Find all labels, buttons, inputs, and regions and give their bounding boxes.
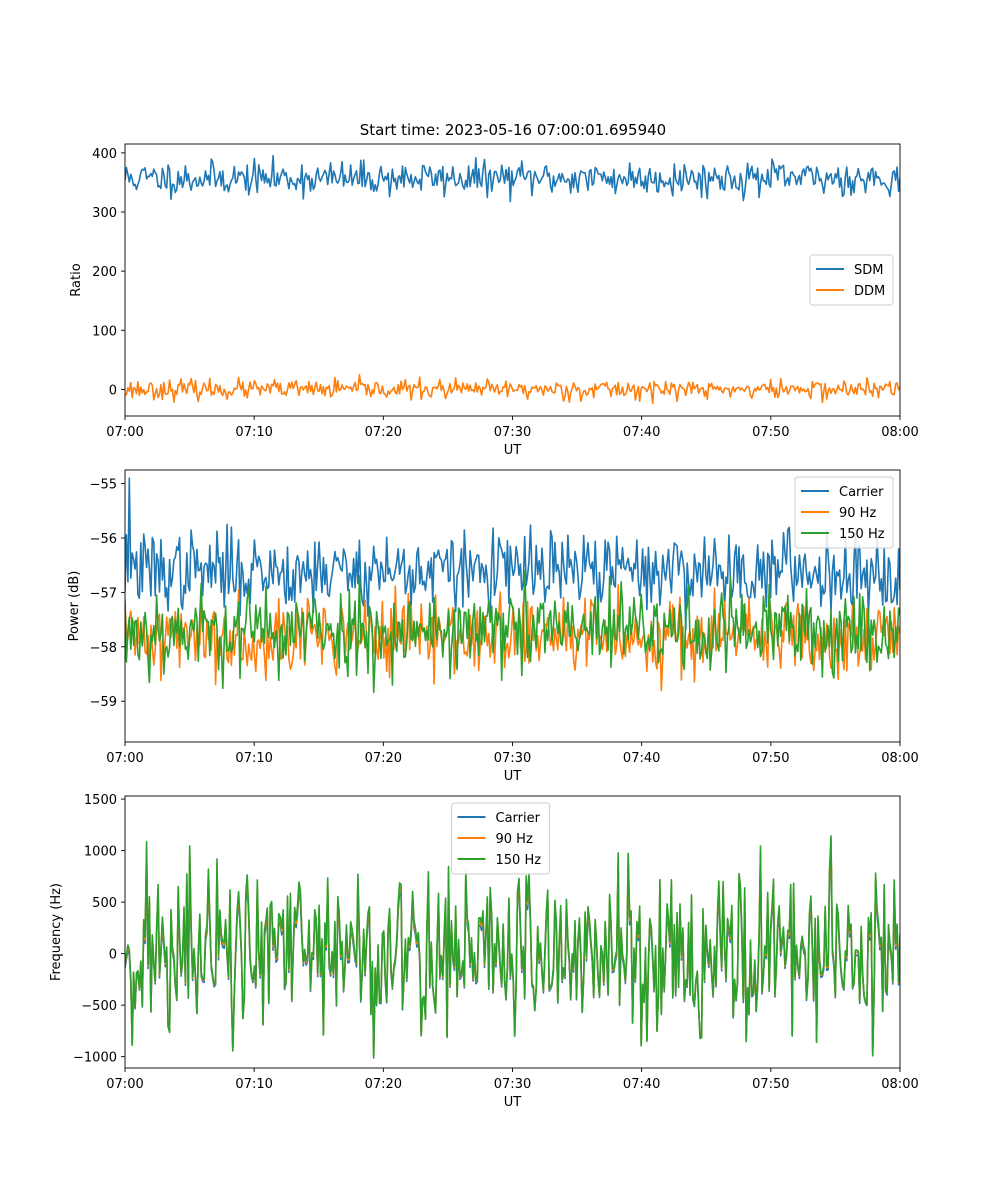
x-tick-label: 07:40 — [623, 1077, 660, 1092]
legend-box — [794, 476, 894, 549]
x-tick-label: 07:20 — [365, 425, 402, 440]
x-tick-label: 07:30 — [494, 425, 531, 440]
panel-1: 07:00 07:10 07:20 07:30 07:40 07:50 08:00 0 100 2… — [69, 143, 919, 458]
legend-entry: DDM — [854, 284, 885, 299]
y-tick-label: −57 — [90, 586, 117, 601]
y-tick-label: −55 — [90, 478, 117, 493]
x-tick-label: 07:50 — [752, 751, 789, 766]
x-tick-label: 07:10 — [235, 425, 272, 440]
series-line-150-hz — [125, 570, 900, 694]
x-tick-label: 07:30 — [494, 751, 531, 766]
panel-2: 07:00 07:10 07:20 07:30 07:40 07:50 08:00 −59 −5… — [67, 469, 919, 784]
y-tick-label: 200 — [92, 265, 117, 280]
y-tick-label: −500 — [81, 999, 117, 1014]
x-tick-label: 07:40 — [623, 425, 660, 440]
panel-3: 07:00 07:10 07:20 07:30 07:40 07:50 08:00 −1000… — [49, 793, 919, 1110]
series-group — [125, 154, 900, 405]
y-tick-label: −56 — [90, 532, 117, 547]
y-tick-label: 300 — [92, 206, 117, 221]
x-tick-label: 07:00 — [106, 751, 143, 766]
x-tick-label: 07:40 — [623, 751, 660, 766]
legend: SDM DDM — [809, 254, 894, 306]
y-tick-label: 100 — [92, 324, 117, 339]
x-axis-label: UT — [504, 769, 522, 784]
y-tick-label: 400 — [92, 147, 117, 162]
x-tick-label: 07:10 — [235, 1077, 272, 1092]
y-tick-label: 500 — [92, 896, 117, 911]
y-tick-label: 0 — [109, 948, 117, 963]
x-axis-label: UT — [504, 1095, 522, 1110]
legend-entry: Carrier — [496, 811, 541, 826]
series-line-ddm — [125, 373, 900, 405]
legend-entry: SDM — [854, 263, 883, 278]
panels: 07:00 07:10 07:20 07:30 07:40 07:50 08:00 0 100 2… — [49, 143, 919, 1110]
y-tick-label: 1000 — [84, 845, 117, 860]
y-tick-label: −58 — [90, 641, 117, 656]
legend-entry: 90 Hz — [839, 506, 876, 521]
series-group — [125, 477, 900, 694]
figure-title: Start time: 2023-05-16 07:00:01.695940 — [360, 121, 666, 139]
y-axis-label: Frequency (Hz) — [49, 883, 64, 981]
x-tick-label: 07:50 — [752, 1077, 789, 1092]
series-group — [125, 835, 900, 1059]
y-tick-label: −59 — [90, 695, 117, 710]
legend: Carrier 90 Hz 150 Hz — [451, 802, 550, 875]
series-line-sdm — [125, 154, 900, 203]
legend-box — [451, 802, 550, 875]
series-line-90-hz — [125, 584, 900, 692]
x-tick-label: 08:00 — [881, 1077, 918, 1092]
x-tick-label: 07:20 — [365, 1077, 402, 1092]
legend-box — [809, 254, 894, 306]
y-axis-label: Power (dB) — [67, 571, 82, 642]
x-tick-label: 07:00 — [106, 1077, 143, 1092]
x-tick-label: 07:50 — [752, 425, 789, 440]
x-tick-label: 07:30 — [494, 1077, 531, 1092]
x-tick-label: 07:20 — [365, 751, 402, 766]
x-tick-label: 07:00 — [106, 425, 143, 440]
x-tick-label: 07:10 — [235, 751, 272, 766]
y-tick-label: −1000 — [73, 1051, 117, 1066]
x-axis-label: UT — [504, 443, 522, 458]
legend-entry: 150 Hz — [839, 527, 885, 542]
x-tick-label: 08:00 — [881, 751, 918, 766]
x-tick-label: 08:00 — [881, 425, 918, 440]
series-line-150-hz — [125, 835, 900, 1059]
y-axis-label: Ratio — [69, 263, 84, 296]
legend: Carrier 90 Hz 150 Hz — [794, 476, 894, 549]
legend-entry: 90 Hz — [496, 832, 533, 847]
legend-entry: 150 Hz — [496, 853, 542, 868]
legend-entry: Carrier — [839, 485, 884, 500]
series-line-carrier — [125, 477, 900, 631]
y-tick-label: 0 — [109, 383, 117, 398]
y-tick-label: 1500 — [84, 793, 117, 808]
